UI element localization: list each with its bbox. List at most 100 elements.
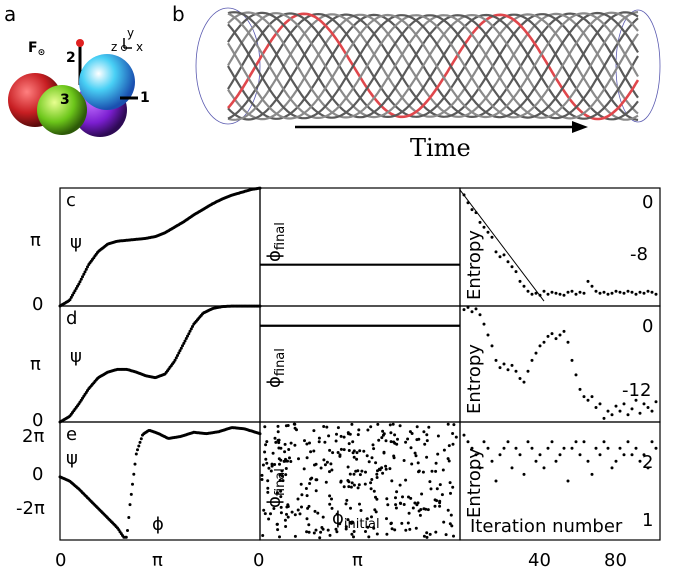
entropy-point <box>498 366 502 370</box>
scatter-point <box>293 426 297 430</box>
entropy-point <box>602 416 606 420</box>
scatter-point <box>297 457 300 461</box>
scatter-point <box>375 532 379 536</box>
scatter-point <box>334 439 338 443</box>
entropy-point <box>614 459 618 463</box>
scatter-point <box>386 503 390 507</box>
scatter-point <box>308 441 311 445</box>
entropy-point <box>594 289 598 293</box>
scatter-point <box>350 481 354 485</box>
scatter-point <box>339 447 343 451</box>
scatter-point <box>266 486 270 490</box>
scatter-point <box>308 482 312 485</box>
scatter-point <box>374 510 378 514</box>
scatter-point <box>381 433 385 437</box>
scatter-point <box>329 462 333 466</box>
scatter-point <box>388 423 392 427</box>
scatter-point <box>451 442 455 446</box>
scatter-point <box>384 439 388 443</box>
scatter-point <box>433 504 437 508</box>
scatter-point <box>263 425 267 429</box>
scatter-point <box>312 449 316 453</box>
scatter-point <box>390 479 394 483</box>
scatter-point <box>363 482 367 486</box>
scatter-point <box>285 512 288 516</box>
entropy-point <box>570 358 574 362</box>
phi-final-label-e: ϕfinal <box>264 468 288 508</box>
scatter-point <box>335 530 339 534</box>
scatter-point <box>260 473 264 477</box>
entropy-point <box>534 351 538 355</box>
entropy-point <box>642 453 646 457</box>
scatter-point <box>448 522 452 526</box>
scatter-point <box>393 433 397 437</box>
scatter-point <box>336 426 340 430</box>
force-label: F⊙ <box>28 40 46 58</box>
entropy-point <box>518 453 522 457</box>
curve-point <box>83 270 87 274</box>
scatter-point <box>389 431 393 435</box>
scatter-point <box>319 466 323 470</box>
rtick-e-2: 2 <box>642 452 654 473</box>
scatter-point <box>266 479 270 483</box>
scatter-point <box>328 533 332 537</box>
panel-a-balls <box>8 38 138 137</box>
scatter-point <box>394 496 397 500</box>
scatter-point <box>287 448 291 451</box>
scatter-point <box>326 528 330 532</box>
phi-final-label-d: ϕfinal <box>264 348 288 388</box>
entropy-label-d: Entropy <box>464 344 485 414</box>
scatter-point <box>293 422 297 426</box>
helix-trajectories <box>195 7 661 133</box>
entropy-point <box>598 291 602 295</box>
panel-label-d: d <box>66 308 78 329</box>
scatter-point <box>446 508 450 512</box>
scatter-point <box>415 425 419 429</box>
phi-label-e: ϕ <box>152 514 164 535</box>
scatter-point <box>422 534 426 538</box>
scatter-point <box>425 535 429 539</box>
scatter-point <box>366 525 370 529</box>
scatter-point <box>261 463 265 467</box>
entropy-point <box>610 466 614 470</box>
scatter-point <box>272 507 276 510</box>
panel-label-c: c <box>66 190 76 211</box>
axis-y-label: y <box>127 26 135 40</box>
scatter-point <box>323 440 327 444</box>
scatter-point <box>424 507 428 511</box>
scatter-point <box>278 535 281 539</box>
curve-point <box>179 346 183 350</box>
scatter-point <box>358 473 362 477</box>
curve-point <box>129 492 133 496</box>
scatter-point <box>279 505 283 509</box>
scatter-point <box>417 509 421 513</box>
scatter-point <box>370 515 373 519</box>
scatter-point <box>377 438 381 442</box>
scatter-point <box>362 449 366 453</box>
scatter-point <box>414 454 418 458</box>
frame-d <box>59 305 261 423</box>
scatter-point <box>312 531 316 535</box>
entropy-point <box>586 459 590 463</box>
entropy-point <box>638 459 642 463</box>
scatter-point <box>279 458 283 462</box>
entropy-point <box>590 284 594 288</box>
rtick-d-m12: -12 <box>622 380 652 401</box>
scatter-point <box>352 483 356 487</box>
scatter-point <box>284 467 288 470</box>
entropy-point <box>546 446 550 450</box>
scatter-point <box>265 461 269 465</box>
psi-label-d: ψ <box>70 346 82 367</box>
curve-point <box>177 351 181 355</box>
curve-point <box>137 444 141 448</box>
scatter-point <box>313 509 317 513</box>
scatter-point <box>275 491 279 495</box>
scatter-point <box>344 502 348 506</box>
helix-strand <box>227 11 639 119</box>
scatter-point <box>357 483 361 487</box>
scatter-point <box>374 495 377 499</box>
scatter-point <box>449 513 453 517</box>
scatter-point <box>264 443 268 447</box>
scatter-point <box>413 451 417 455</box>
